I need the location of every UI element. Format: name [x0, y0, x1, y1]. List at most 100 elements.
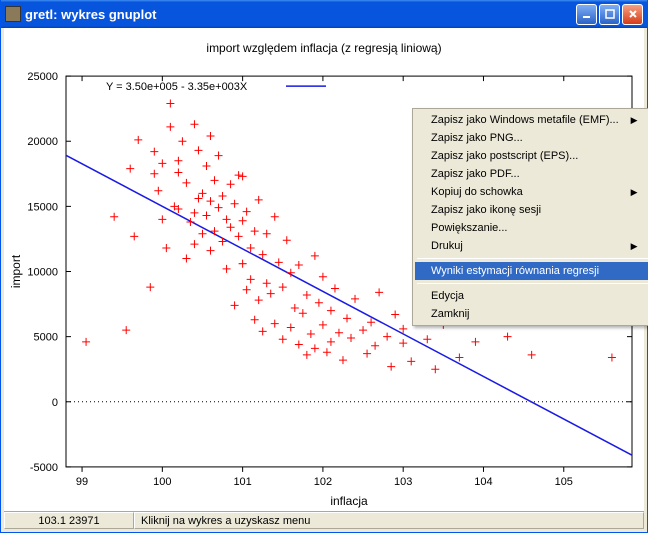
data-point	[207, 247, 215, 255]
data-point	[227, 180, 235, 188]
menu-item[interactable]: Powiększanie...	[415, 219, 648, 237]
data-point	[528, 351, 536, 359]
maximize-button[interactable]	[599, 4, 620, 25]
data-point	[251, 316, 259, 324]
data-point	[211, 176, 219, 184]
data-point	[339, 356, 347, 364]
data-point	[158, 215, 166, 223]
x-tick-label: 105	[555, 476, 573, 488]
menu-item[interactable]: Edycja	[415, 287, 648, 305]
data-point	[255, 196, 263, 204]
data-point	[207, 197, 215, 205]
menu-item[interactable]: Zapisz jako Windows metafile (EMF)...▶	[415, 111, 648, 129]
menu-item[interactable]: Zapisz jako postscript (EPS)...	[415, 147, 648, 165]
data-point	[150, 170, 158, 178]
menu-item-label: Zapisz jako PNG...	[431, 132, 523, 144]
data-point	[315, 299, 323, 307]
data-point	[223, 215, 231, 223]
menu-item-label: Zapisz jako postscript (EPS)...	[431, 150, 578, 162]
data-point	[263, 230, 271, 238]
legend-text: Y = 3.50e+005 - 3.35e+003X	[106, 81, 248, 93]
data-point	[126, 165, 134, 173]
data-point	[190, 240, 198, 248]
data-point	[251, 227, 259, 235]
data-point	[182, 254, 190, 262]
x-tick-label: 99	[76, 476, 88, 488]
data-point	[146, 283, 154, 291]
app-icon	[5, 6, 21, 22]
menu-item[interactable]: Zapisz jako PDF...	[415, 165, 648, 183]
window-buttons	[576, 4, 643, 25]
data-point	[190, 120, 198, 128]
data-point	[399, 339, 407, 347]
menu-item[interactable]: Kopiuj do schowka▶	[415, 183, 648, 201]
context-menu: Zapisz jako Windows metafile (EMF)...▶Za…	[412, 108, 648, 326]
menu-item[interactable]: Drukuj ▶	[415, 237, 648, 255]
x-tick-label: 102	[314, 476, 332, 488]
data-point	[207, 132, 215, 140]
data-point	[331, 284, 339, 292]
data-point	[371, 342, 379, 350]
data-point	[319, 321, 327, 329]
data-point	[166, 123, 174, 131]
data-point	[423, 335, 431, 343]
y-tick-label: 10000	[27, 267, 58, 279]
x-axis-label: inflacja	[330, 494, 368, 508]
submenu-arrow-icon: ▶	[631, 187, 638, 198]
status-message: Kliknij na wykres a uzyskasz menu	[134, 512, 644, 529]
menu-item[interactable]: Wyniki estymacji równania regresji	[415, 262, 648, 280]
window-title: gretl: wykres gnuplot	[25, 7, 576, 22]
data-point	[239, 260, 247, 268]
data-point	[375, 288, 383, 296]
menu-item[interactable]: Zamknij	[415, 305, 648, 323]
data-point	[311, 344, 319, 352]
data-point	[182, 179, 190, 187]
y-tick-label: -5000	[30, 462, 58, 474]
menu-item-label: Zapisz jako ikonę sesji	[431, 204, 541, 216]
submenu-arrow-icon: ▶	[631, 241, 638, 252]
data-point	[202, 162, 210, 170]
client-area: import względem inflacja (z regresją lin…	[4, 28, 644, 529]
data-point	[367, 318, 375, 326]
data-point	[391, 310, 399, 318]
data-point	[295, 340, 303, 348]
data-point	[299, 309, 307, 317]
data-point	[311, 252, 319, 260]
data-point	[351, 295, 359, 303]
data-point	[323, 348, 331, 356]
data-point	[279, 335, 287, 343]
close-button[interactable]	[622, 4, 643, 25]
data-point	[130, 232, 138, 240]
menu-item-label: Wyniki estymacji równania regresji	[431, 265, 599, 277]
data-point	[307, 330, 315, 338]
data-point	[431, 365, 439, 373]
titlebar[interactable]: gretl: wykres gnuplot	[1, 0, 647, 28]
data-point	[231, 200, 239, 208]
data-point	[327, 307, 335, 315]
data-point	[471, 338, 479, 346]
y-tick-label: 20000	[27, 136, 58, 148]
data-point	[255, 296, 263, 304]
data-point	[243, 208, 251, 216]
menu-item-label: Drukuj	[431, 240, 463, 252]
menu-item[interactable]: Zapisz jako ikonę sesji	[415, 201, 648, 219]
menu-item[interactable]: Zapisz jako PNG...	[415, 129, 648, 147]
data-point	[319, 273, 327, 281]
data-point	[259, 327, 267, 335]
data-point	[279, 283, 287, 291]
data-point	[455, 353, 463, 361]
data-point	[174, 168, 182, 176]
data-point	[275, 258, 283, 266]
data-point	[303, 291, 311, 299]
data-point	[198, 189, 206, 197]
data-point	[383, 333, 391, 341]
minimize-button[interactable]	[576, 4, 597, 25]
menu-item-label: Zapisz jako Windows metafile (EMF)...	[431, 114, 619, 126]
y-tick-label: 5000	[34, 332, 58, 344]
data-point	[235, 171, 243, 179]
x-tick-label: 101	[233, 476, 251, 488]
menu-item-label: Zapisz jako PDF...	[431, 168, 520, 180]
data-point	[231, 301, 239, 309]
data-point	[202, 211, 210, 219]
plot-area[interactable]: import względem inflacja (z regresją lin…	[4, 28, 644, 511]
